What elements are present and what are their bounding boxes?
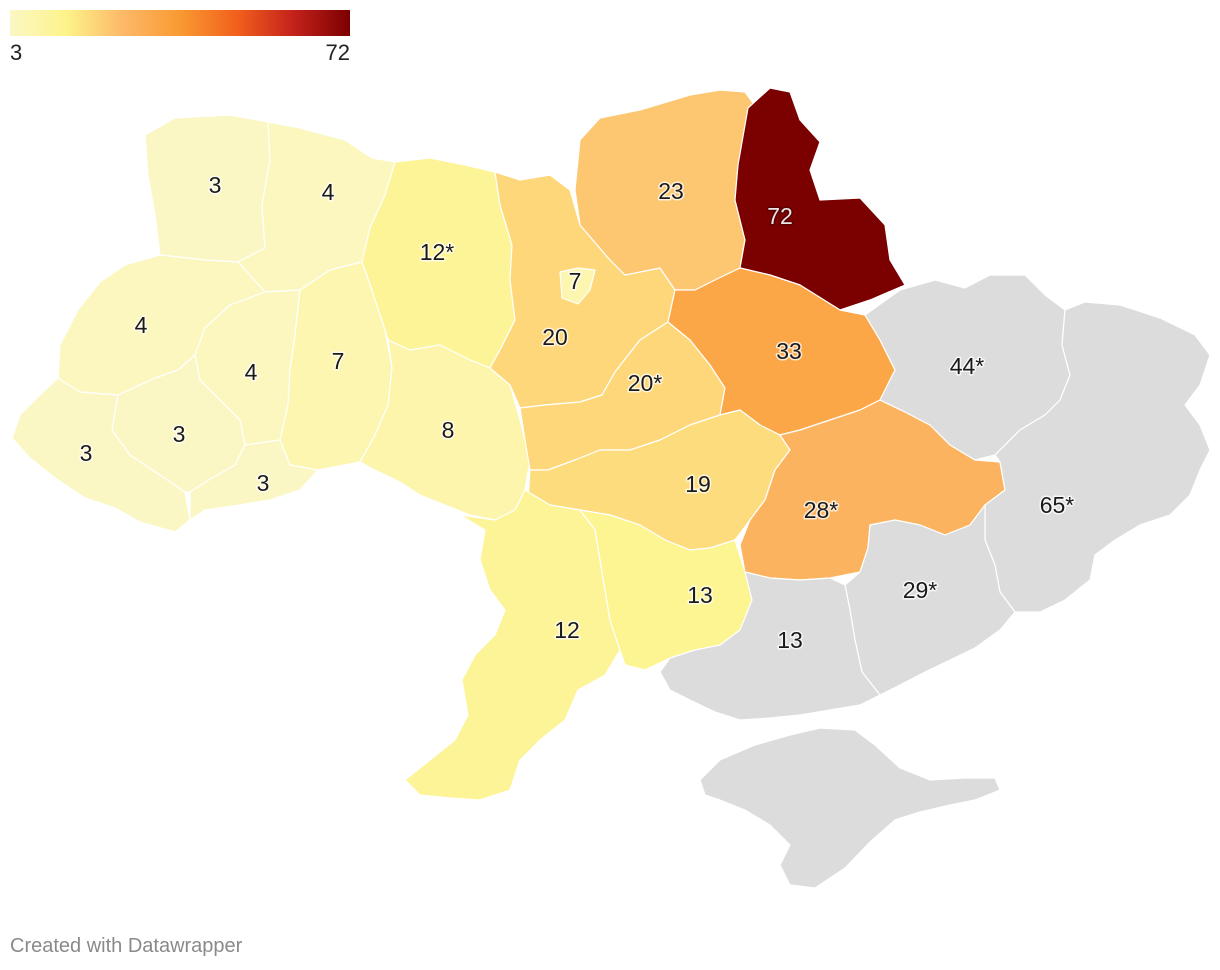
region-label-odesa: 12 <box>554 617 580 643</box>
region-label-volyn: 3 <box>209 172 222 198</box>
region-label-poltava: 33 <box>776 338 802 364</box>
color-legend: 3 72 <box>10 10 350 66</box>
region-label-kyiv-city: 7 <box>569 268 582 294</box>
region-label-kharkiv: 44* <box>950 353 985 379</box>
region-label-khmelnytskyi: 7 <box>332 348 345 374</box>
region-label-ternopil: 4 <box>245 359 258 385</box>
region-label-ivano-frankivsk: 3 <box>173 421 186 447</box>
region-kherson[interactable] <box>659 571 881 721</box>
credit-text: Created with Datawrapper <box>10 935 243 957</box>
region-label-mykolaiv: 13 <box>687 582 713 608</box>
legend-max-label: 72 <box>325 40 350 65</box>
region-label-kyiv-oblast: 20 <box>542 324 568 350</box>
region-chernivtsi[interactable] <box>189 439 319 521</box>
region-volyn[interactable] <box>144 114 271 263</box>
region-luhansk-donetsk[interactable] <box>984 301 1211 613</box>
legend-min-label: 3 <box>10 40 23 65</box>
region-label-cherkasy: 20* <box>628 370 663 396</box>
region-label-zaporizhzhia: 29* <box>903 577 938 603</box>
region-label-vinnytsia: 8 <box>442 417 455 443</box>
region-label-zakarpattia: 3 <box>80 440 93 466</box>
region-label-luhansk-donetsk: 65* <box>1040 492 1075 518</box>
region-label-kherson: 13 <box>777 627 803 653</box>
region-label-rivne: 4 <box>322 179 335 205</box>
region-label-dnipropetrovsk: 28* <box>804 497 839 523</box>
region-kyiv-city[interactable] <box>559 267 596 305</box>
region-sumy[interactable] <box>734 87 906 311</box>
region-label-kirovohrad: 19 <box>685 471 711 497</box>
region-crimea[interactable] <box>699 727 1001 889</box>
region-odesa[interactable] <box>404 489 621 801</box>
region-label-zhytomyr: 12* <box>420 239 455 265</box>
region-label-chernihiv: 23 <box>658 178 684 204</box>
legend-gradient-bar <box>10 10 350 36</box>
region-label-sumy: 72 <box>767 203 793 229</box>
region-label-lviv: 4 <box>135 312 148 338</box>
region-label-chernivtsi: 3 <box>257 470 270 496</box>
